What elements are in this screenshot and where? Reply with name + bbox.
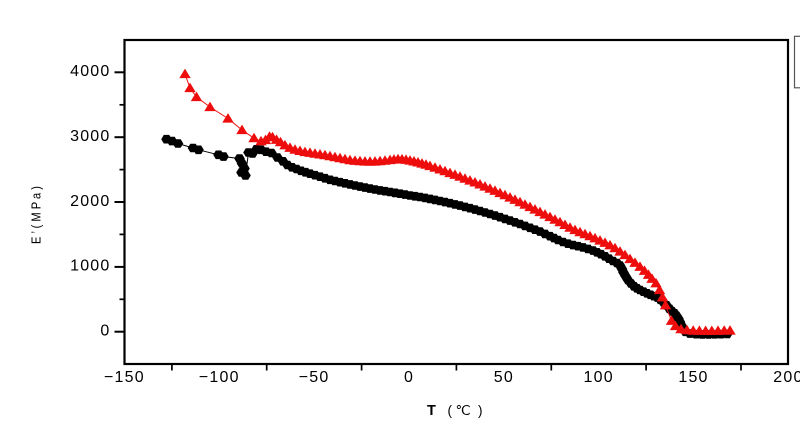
svg-text:3000: 3000: [70, 128, 110, 145]
svg-text:150: 150: [678, 369, 708, 386]
svg-text:0: 0: [404, 369, 414, 386]
svg-text:1000: 1000: [70, 258, 110, 275]
svg-text:4000: 4000: [70, 63, 110, 80]
svg-text:E ’ ( M P a ): E ’ ( M P a ): [29, 186, 44, 244]
svg-text:50: 50: [494, 369, 514, 386]
svg-text:): ): [478, 403, 483, 418]
svg-text:−100: −100: [199, 369, 240, 386]
svg-text:200: 200: [773, 369, 800, 386]
svg-text:(: (: [448, 403, 453, 418]
svg-text:2000: 2000: [70, 193, 110, 210]
svg-text:℃: ℃: [456, 403, 471, 418]
svg-text:100: 100: [584, 369, 614, 386]
svg-text:0: 0: [100, 323, 110, 340]
svg-text:−50: −50: [299, 369, 330, 386]
svg-text:T: T: [427, 403, 436, 419]
svg-text:−150: −150: [104, 369, 145, 386]
